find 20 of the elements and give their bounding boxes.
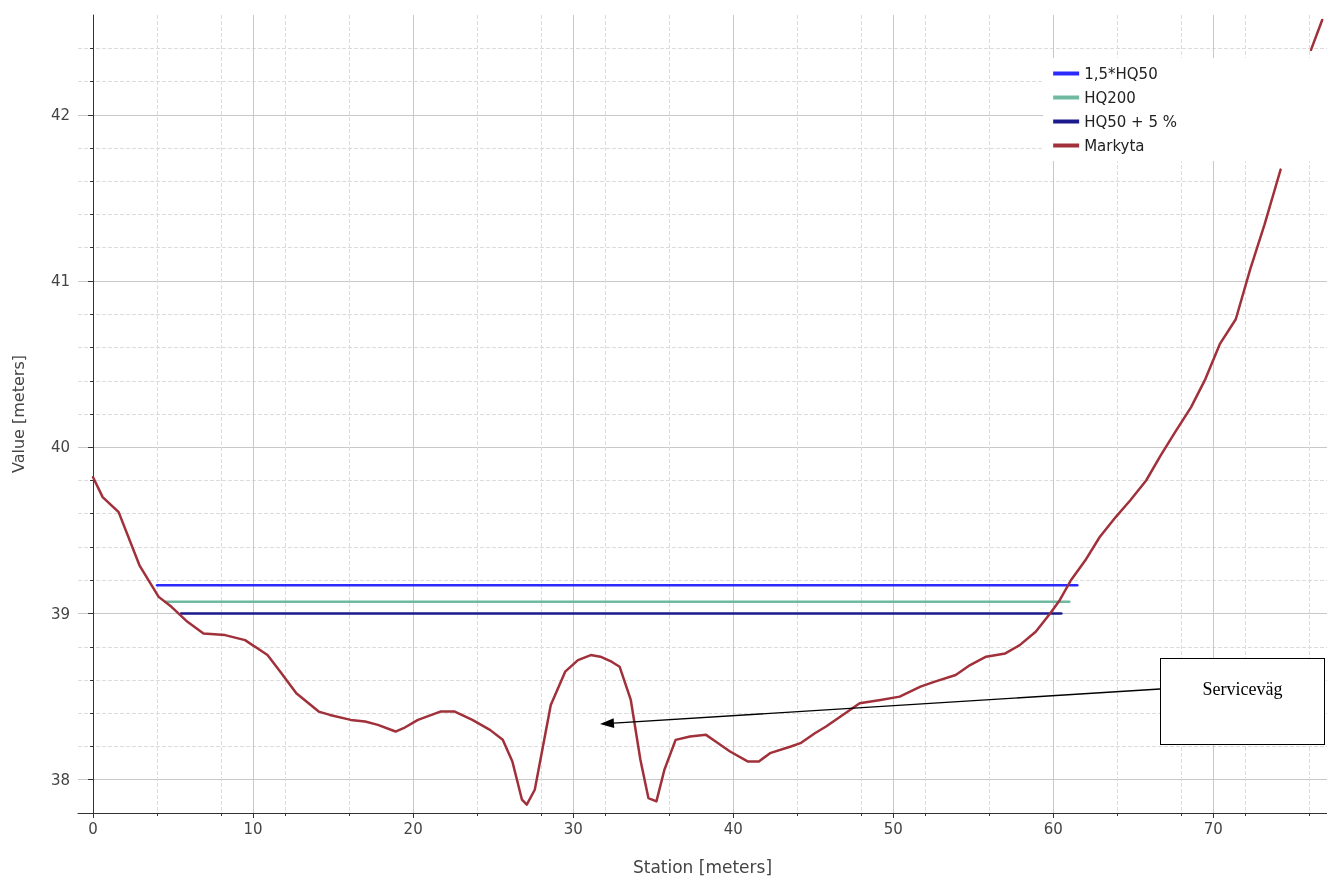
legend-label: 1,5*HQ50 [1084, 64, 1158, 83]
legend-label: HQ200 [1084, 88, 1136, 107]
y-tick-label: 38 [50, 770, 70, 789]
text-box: Serviceväg [1160, 658, 1325, 745]
y-tick-label: 40 [50, 438, 70, 457]
x-tick-label: 40 [723, 819, 743, 838]
legend-label: Markyta [1084, 136, 1145, 155]
x-tick-label: 60 [1043, 819, 1063, 838]
x-tick-label: 10 [243, 819, 263, 838]
y-axis-title: Value [meters] [8, 355, 28, 473]
x-axis-title: Station [meters] [632, 856, 773, 877]
x-tick-label: 70 [1203, 819, 1223, 838]
y-tick-label: 39 [50, 604, 70, 623]
x-tick-label: 0 [88, 819, 98, 838]
x-tick-label: 30 [563, 819, 583, 838]
x-tick-label: 20 [403, 819, 423, 838]
y-tick-label: 42 [50, 105, 70, 124]
y-tick-label: 41 [50, 272, 70, 290]
legend-label: HQ50 + 5 % [1084, 112, 1177, 131]
x-tick-label: 50 [883, 819, 903, 838]
